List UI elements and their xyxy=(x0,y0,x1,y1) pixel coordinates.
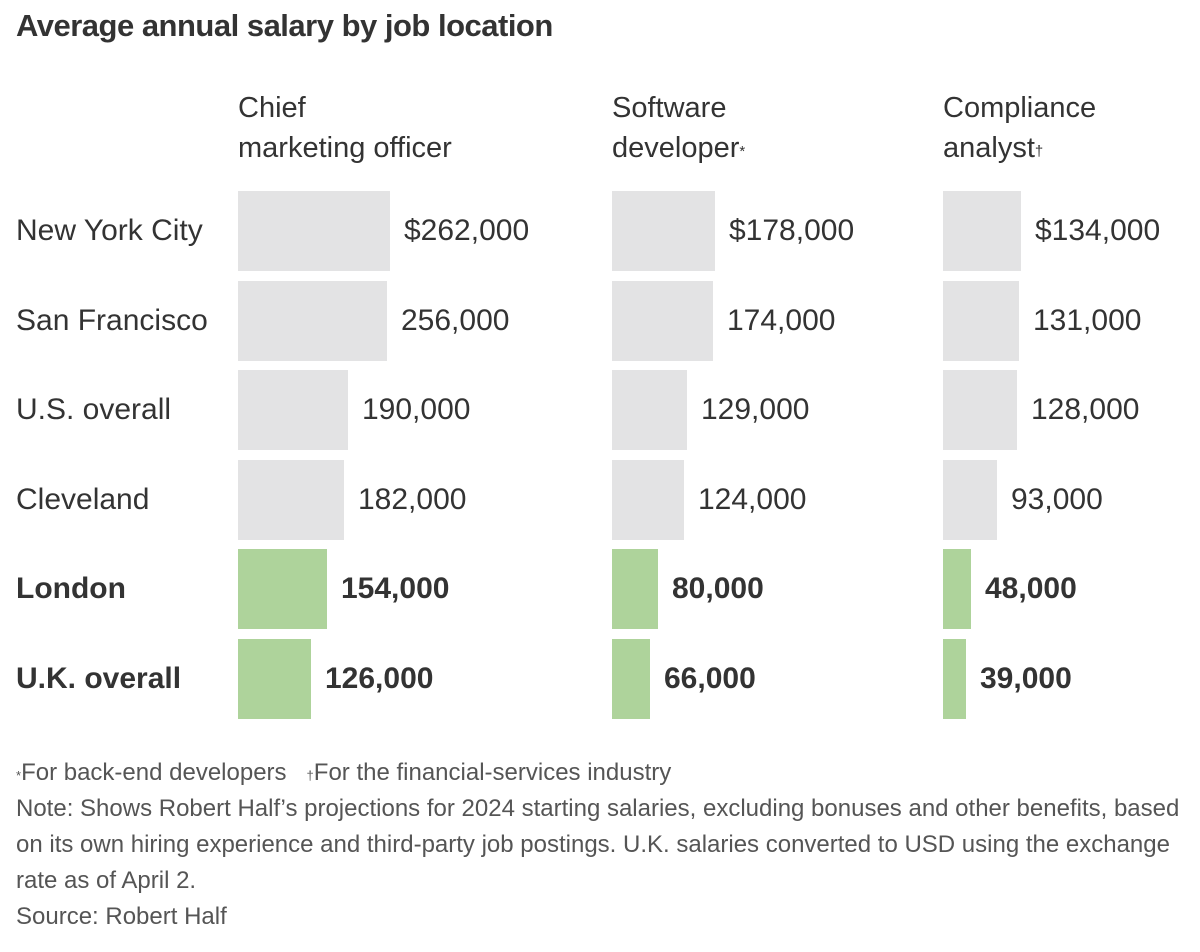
column-header-line2-2: analyst† xyxy=(943,132,1044,164)
row-label-0: New York City xyxy=(16,214,203,247)
bar-0-2 xyxy=(238,370,348,450)
bar-1-3 xyxy=(612,460,684,540)
column-header-1: Software developer* xyxy=(612,88,745,168)
value-label-2-0: $134,000 xyxy=(1035,214,1161,247)
value-label-2-2: 128,000 xyxy=(1031,393,1140,426)
bar-2-2 xyxy=(943,370,1017,450)
column-header-2: Compliance analyst† xyxy=(943,88,1096,168)
bar-2-3 xyxy=(943,460,997,540)
column-header-line1-1: Software xyxy=(612,92,727,124)
column-header-line2-1: developer* xyxy=(612,132,746,164)
bar-2-4 xyxy=(943,549,971,629)
value-label-0-1: 256,000 xyxy=(401,304,510,337)
value-label-1-4: 80,000 xyxy=(672,572,764,605)
row-label-5: U.K. overall xyxy=(16,662,182,695)
value-label-0-5: 126,000 xyxy=(325,662,434,695)
bar-0-1 xyxy=(238,281,387,361)
value-label-1-0: $178,000 xyxy=(729,214,855,247)
chart-title: Average annual salary by job location xyxy=(16,8,553,43)
bar-1-5 xyxy=(612,639,650,719)
column-header-line1-2: Compliance xyxy=(943,92,1097,124)
value-label-0-2: 190,000 xyxy=(362,393,471,426)
value-label-2-3: 93,000 xyxy=(1011,483,1103,516)
row-label-3: Cleveland xyxy=(16,483,150,516)
column-header-0: Chief marketing officer xyxy=(238,88,452,168)
bar-2-0 xyxy=(943,191,1021,271)
bar-0-3 xyxy=(238,460,344,540)
value-label-0-0: $262,000 xyxy=(404,214,530,247)
footnote-dev-text: For back-end developers xyxy=(21,759,287,786)
footnote-note: Note: Shows Robert Half’s projections fo… xyxy=(16,795,1180,894)
footnotes: *For back-end developers †For the financi… xyxy=(16,755,1186,935)
value-label-2-5: 39,000 xyxy=(980,662,1072,695)
bar-1-1 xyxy=(612,281,713,361)
column-header-marker-2: † xyxy=(1034,143,1044,160)
row-label-4: London xyxy=(16,572,126,605)
bar-0-0 xyxy=(238,191,390,271)
column-header-line2-0: marketing officer xyxy=(238,132,452,164)
value-label-0-4: 154,000 xyxy=(341,572,450,605)
bar-0-5 xyxy=(238,639,311,719)
bar-1-2 xyxy=(612,370,687,450)
bar-1-0 xyxy=(612,191,715,271)
footnote-fin-text: For the financial-services industry xyxy=(313,759,672,786)
bar-2-1 xyxy=(943,281,1019,361)
value-label-1-3: 124,000 xyxy=(698,483,807,516)
row-label-2: U.S. overall xyxy=(16,393,172,426)
value-label-1-2: 129,000 xyxy=(701,393,810,426)
row-label-1: San Francisco xyxy=(16,304,208,337)
column-header-marker-1: * xyxy=(739,143,746,160)
bar-1-4 xyxy=(612,549,658,629)
bar-0-4 xyxy=(238,549,327,629)
value-label-1-1: 174,000 xyxy=(727,304,836,337)
footnote-fin-marker: † xyxy=(306,768,314,783)
column-header-line1-0: Chief xyxy=(238,92,306,124)
value-label-1-5: 66,000 xyxy=(664,662,756,695)
bar-2-5 xyxy=(943,639,966,719)
footnote-markers-row: *For back-end developers †For the financi… xyxy=(16,755,1186,791)
value-label-0-3: 182,000 xyxy=(358,483,467,516)
footnote-source: Source: Robert Half xyxy=(16,903,227,930)
footnote-dev-marker: * xyxy=(16,768,22,783)
value-label-2-1: 131,000 xyxy=(1033,304,1142,337)
value-label-2-4: 48,000 xyxy=(985,572,1077,605)
